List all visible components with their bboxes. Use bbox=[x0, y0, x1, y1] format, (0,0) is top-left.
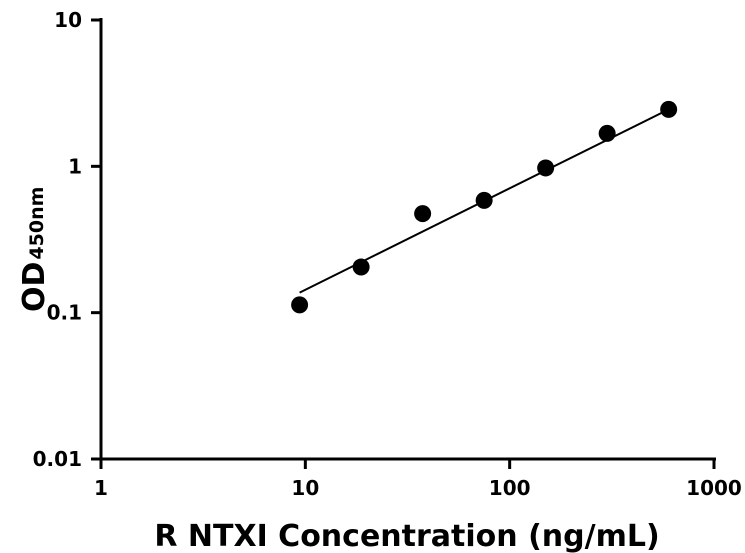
x-tick-label: 10 bbox=[291, 476, 319, 500]
data-point bbox=[598, 124, 616, 142]
y-tick-label: 10 bbox=[54, 8, 82, 32]
x-tick-label: 1000 bbox=[686, 476, 742, 500]
y-axis-title: OD450nm bbox=[17, 187, 52, 312]
x-ticks: 1 10 100 1000 bbox=[94, 459, 742, 500]
y-tick-label: 1 bbox=[68, 154, 82, 178]
y-axis: 0.01 0.1 1 10 bbox=[33, 8, 103, 471]
data-point bbox=[537, 159, 555, 177]
y-axis-title-sub: 450nm bbox=[26, 187, 48, 260]
y-ticks: 0.01 0.1 1 10 bbox=[33, 8, 101, 471]
data-point bbox=[291, 296, 309, 314]
x-axis-title: R NTXI Concentration (ng/mL) bbox=[154, 519, 659, 553]
data-point bbox=[352, 258, 370, 276]
data-point bbox=[475, 191, 493, 209]
data-point bbox=[660, 100, 678, 118]
data-point bbox=[414, 205, 432, 223]
y-axis-title-main: OD bbox=[17, 262, 52, 312]
x-tick-label: 100 bbox=[489, 476, 531, 500]
x-tick-label: 1 bbox=[94, 476, 108, 500]
x-axis: 1 10 100 1000 bbox=[94, 457, 742, 500]
y-tick-label: 0.01 bbox=[33, 447, 82, 471]
data-points bbox=[291, 100, 678, 314]
y-tick-label: 0.1 bbox=[47, 301, 82, 325]
